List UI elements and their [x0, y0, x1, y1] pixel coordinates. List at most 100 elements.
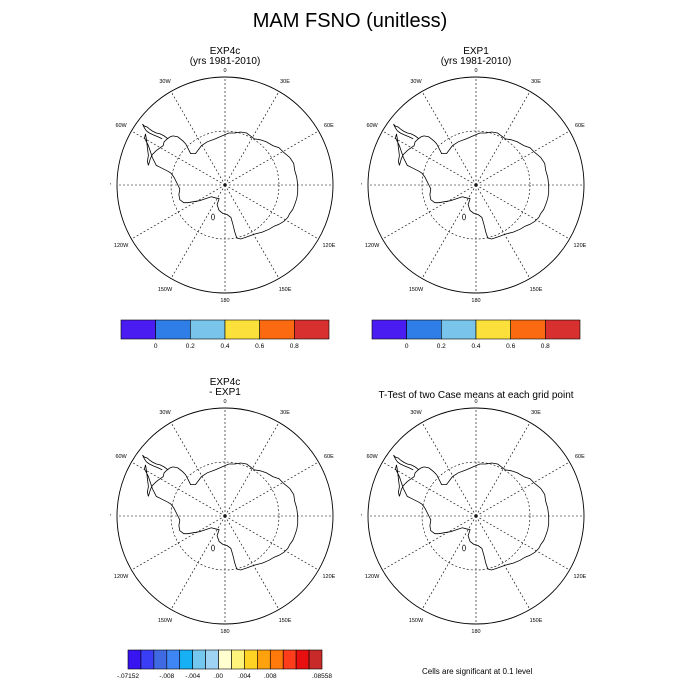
longitude-label-bottom: 180: [471, 629, 480, 635]
colorbar-swatch: [441, 319, 477, 340]
map-panel-diff: 030E60E90E120E150E180150W120W90W60W30W: [110, 399, 336, 635]
antarctic-peninsula: [142, 454, 169, 471]
antarctica-coastline: [395, 131, 550, 240]
meridian-line: [421, 91, 477, 186]
colorbar-swatch: [269, 649, 284, 670]
meridian-line: [224, 184, 319, 240]
colorbar-tick-label: -.008: [159, 673, 174, 680]
longitude-label-30e: 30E: [280, 79, 290, 85]
longitude-label-top: 0: [474, 399, 477, 405]
panel-title-diff: EXP4c - EXP1: [125, 378, 325, 398]
antarctic-peninsula: [142, 123, 169, 140]
colorbar-swatch: [140, 649, 155, 670]
longitude-label-150e: 150E: [279, 287, 292, 293]
colorbar-tick-label: 0.2: [437, 343, 446, 350]
colorbar-left: 0 0.2 0.4 0.6 0.8: [120, 319, 330, 350]
meridian-line: [475, 184, 531, 279]
longitude-label-60e: 60E: [575, 454, 585, 460]
meridian-line: [131, 130, 226, 186]
colorbar-swatch: [218, 649, 232, 670]
meridian-line: [475, 422, 531, 517]
colorbar-swatch: [295, 649, 310, 670]
longitude-label-90w: 90W: [361, 183, 362, 189]
map-panel-exp4c: 030E60E90E120E150E180150W120W90W60W30W: [110, 68, 336, 304]
colorbar-tick-label: .004: [238, 673, 251, 680]
colorbar-swatch: [127, 649, 142, 670]
panel-title-line2: (yrs 1981-2010): [189, 56, 261, 67]
colorbar-swatch: [166, 649, 181, 670]
longitude-label-60w: 60W: [366, 123, 378, 129]
longitude-label-30e: 30E: [531, 410, 541, 416]
panel-title-line1: T-Test of two Case means at each grid po…: [378, 390, 574, 401]
colorbar-swatch: [308, 649, 323, 670]
longitude-label-150w: 150W: [409, 618, 424, 624]
longitude-label-90w: 90W: [110, 183, 111, 189]
colorbar-swatch: [155, 319, 191, 340]
meridian-line: [131, 184, 226, 240]
longitude-label-120e: 120E: [573, 243, 586, 249]
longitude-label-30w: 30W: [410, 79, 422, 85]
longitude-label-150e: 150E: [530, 287, 543, 293]
island-outline: [211, 544, 215, 552]
longitude-label-30e: 30E: [531, 79, 541, 85]
longitude-label-30w: 30W: [159, 79, 171, 85]
colorbar-swatch: [257, 649, 271, 670]
colorbar-swatch: [294, 319, 330, 340]
longitude-label-120e: 120E: [322, 574, 335, 580]
longitude-label-30w: 30W: [159, 410, 171, 416]
colorbar-swatch: [244, 649, 258, 670]
longitude-label-bottom: 180: [220, 298, 229, 304]
longitude-label-120e: 120E: [322, 243, 335, 249]
longitude-label-60e: 60E: [324, 123, 334, 129]
map-panel-exp1: 030E60E90E120E150E180150W120W90W60W30W: [361, 68, 587, 304]
longitude-label-150w: 150W: [409, 287, 424, 293]
longitude-label-top: 0: [223, 68, 226, 74]
colorbar-swatch: [282, 649, 297, 670]
longitude-label-60e: 60E: [324, 454, 334, 460]
panel-title-line2: (yrs 1981-2010): [440, 56, 512, 67]
longitude-label-90w: 90W: [361, 514, 362, 520]
meridian-line: [475, 91, 531, 186]
longitude-label-60w: 60W: [115, 454, 127, 460]
longitude-label-60e: 60E: [575, 123, 585, 129]
longitude-label-120w: 120W: [365, 243, 380, 249]
colorbar-swatch: [120, 319, 156, 340]
meridian-line: [170, 184, 226, 279]
colorbar-tick-label: -.07152: [117, 673, 139, 680]
meridian-line: [421, 515, 477, 610]
colorbar-swatch: [153, 649, 168, 670]
meridian-line: [131, 461, 226, 517]
meridian-line: [475, 130, 570, 186]
colorbar-swatch: [475, 319, 511, 340]
colorbar-swatch: [179, 649, 193, 670]
colorbar-diff: -.07152 -.008 -.004 .00 .004 .008 .08558: [117, 649, 332, 680]
colorbar-swatch: [224, 319, 260, 340]
map-boundary-circle: [367, 407, 585, 625]
longitude-label-150w: 150W: [158, 618, 173, 624]
meridian-line: [224, 515, 280, 610]
longitude-label-120w: 120W: [114, 243, 129, 249]
colorbar-swatch: [190, 319, 226, 340]
meridian-line: [475, 461, 570, 517]
meridian-line: [170, 515, 226, 610]
antarctic-peninsula: [393, 123, 420, 140]
meridian-line: [421, 184, 477, 279]
figure-title: MAM FSNO (unitless): [252, 10, 448, 32]
colorbar-swatch: [192, 649, 206, 670]
colorbar-swatch: [510, 319, 546, 340]
island-outline: [211, 213, 215, 221]
colorbar-swatch: [205, 649, 219, 670]
colorbar-tick-label: 0.8: [541, 343, 550, 350]
longitude-label-120w: 120W: [365, 574, 380, 580]
longitude-label-bottom: 180: [220, 629, 229, 635]
longitude-label-top: 0: [474, 68, 477, 74]
longitude-label-top: 0: [223, 399, 226, 405]
colorbar-tick-label: 0.4: [220, 343, 229, 350]
colorbar-tick-label: 0.4: [471, 343, 480, 350]
colorbar-swatch: [406, 319, 442, 340]
colorbar-swatch: [231, 649, 245, 670]
longitude-label-bottom: 180: [471, 298, 480, 304]
longitude-label-60w: 60W: [115, 123, 127, 129]
antarctica-coastline: [395, 462, 550, 571]
longitude-label-90w: 90W: [110, 514, 111, 520]
